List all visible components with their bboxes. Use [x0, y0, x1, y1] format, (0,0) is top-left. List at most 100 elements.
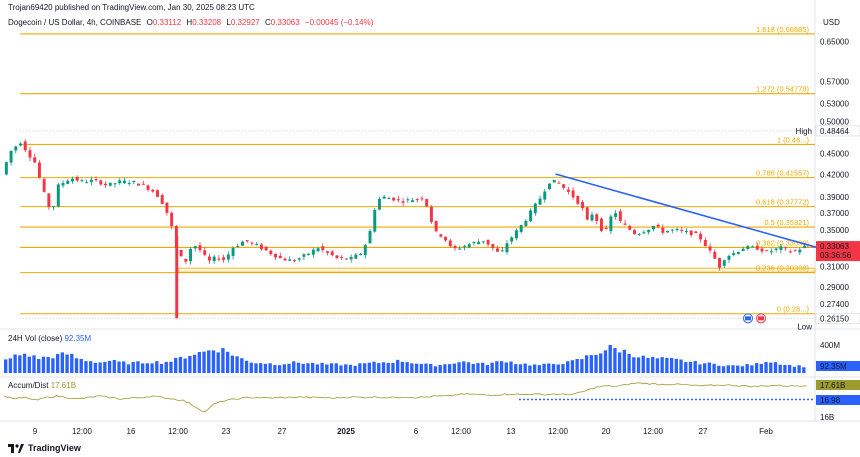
- volume-bar: [570, 360, 575, 373]
- volume-bar: [660, 357, 664, 373]
- fib-label-1: 1 (0.46...): [777, 135, 810, 144]
- volume-bar: [693, 361, 697, 373]
- candle: [340, 257, 344, 259]
- candle: [363, 244, 367, 255]
- candle: [122, 180, 126, 184]
- volume-bar: [202, 351, 206, 373]
- footer-brand[interactable]: TradingView: [8, 443, 81, 453]
- candle: [666, 230, 670, 233]
- candle: [297, 258, 301, 260]
- time-tick: 12:00: [643, 427, 664, 436]
- candle: [387, 198, 391, 200]
- candle: [519, 225, 523, 232]
- ohlc-high: 0.33208: [192, 18, 222, 27]
- volume-bar: [178, 356, 183, 373]
- volume-bar: [221, 348, 225, 373]
- candle: [241, 241, 244, 246]
- volume-bar: [523, 363, 527, 373]
- candle: [184, 258, 188, 262]
- volume-bar: [556, 364, 560, 373]
- candle: [434, 220, 438, 232]
- candle: [37, 162, 41, 178]
- volume-bar: [18, 355, 22, 373]
- ohlc-high-label: H: [186, 18, 193, 27]
- candle: [779, 246, 783, 251]
- candle: [533, 203, 537, 214]
- candle: [349, 256, 353, 260]
- volume-bar: [381, 362, 386, 373]
- time-tick: 27: [699, 427, 708, 436]
- candle: [396, 199, 400, 201]
- volume-bar: [27, 356, 31, 373]
- time-tick: 12:00: [548, 427, 569, 436]
- volume-bar: [287, 363, 291, 373]
- volume-bar: [188, 355, 192, 373]
- volume-bar: [320, 362, 324, 373]
- publisher-line: Trojan69420 published on TradingView.com…: [8, 3, 255, 12]
- volume-bar: [466, 362, 471, 373]
- candle: [354, 254, 358, 259]
- volume-bar: [773, 362, 778, 373]
- candle: [330, 251, 334, 256]
- volume-bar: [736, 365, 740, 373]
- candle: [642, 232, 646, 234]
- candle: [326, 251, 329, 253]
- candle: [4, 162, 8, 175]
- candle: [415, 199, 419, 201]
- candle: [420, 198, 424, 200]
- time-tick: 6: [414, 427, 419, 436]
- candle: [344, 258, 348, 260]
- candle: [33, 157, 37, 163]
- candle: [623, 223, 627, 225]
- time-tick: 12:00: [72, 427, 93, 436]
- price-tick: 0.29000: [820, 283, 849, 292]
- volume-bar: [131, 362, 135, 373]
- volume-bar: [481, 362, 485, 373]
- fib-label-1.618: 1.618 (0.66685): [756, 25, 809, 34]
- volume-bar: [419, 363, 423, 373]
- candle: [661, 227, 665, 233]
- volume-bar: [240, 358, 244, 373]
- candle: [311, 249, 315, 255]
- candle: [61, 182, 65, 186]
- candle: [259, 244, 263, 250]
- volume-bar: [783, 364, 787, 373]
- volume-value-badge: [816, 361, 860, 371]
- candle: [637, 233, 641, 235]
- volume-bar: [646, 357, 650, 373]
- candle: [156, 190, 159, 197]
- candle: [113, 183, 117, 185]
- volume-bar: [277, 365, 282, 373]
- volume-bar: [476, 363, 480, 373]
- volume-bar: [126, 364, 131, 373]
- candle: [557, 182, 561, 184]
- volume-bar: [325, 364, 329, 373]
- price-tick: 0.35000: [820, 226, 849, 235]
- candle: [798, 249, 802, 253]
- candle: [760, 248, 764, 252]
- volume-bar: [4, 359, 8, 373]
- price-tick: 0.39000: [820, 193, 849, 202]
- volume-bar: [528, 365, 532, 373]
- volume-bar: [230, 355, 235, 373]
- volume-value: 92.35M: [64, 334, 92, 343]
- candle: [47, 193, 51, 207]
- candle: [146, 185, 150, 190]
- volume-bar: [207, 350, 211, 373]
- candle: [42, 179, 46, 192]
- volume-bar: [339, 365, 343, 373]
- volume-bar: [70, 353, 74, 373]
- candle: [302, 254, 306, 257]
- volume-bar: [769, 362, 773, 373]
- volume-bar: [145, 363, 150, 373]
- fib-label-0.5: 0.5 (0.35321): [764, 218, 809, 227]
- volume-bar: [542, 363, 546, 373]
- candle: [496, 248, 500, 252]
- candle: [453, 245, 457, 249]
- volume-bar: [726, 365, 730, 373]
- candle: [694, 231, 698, 234]
- volume-bar: [377, 363, 381, 373]
- candle: [170, 212, 174, 226]
- volume-bar: [395, 359, 400, 373]
